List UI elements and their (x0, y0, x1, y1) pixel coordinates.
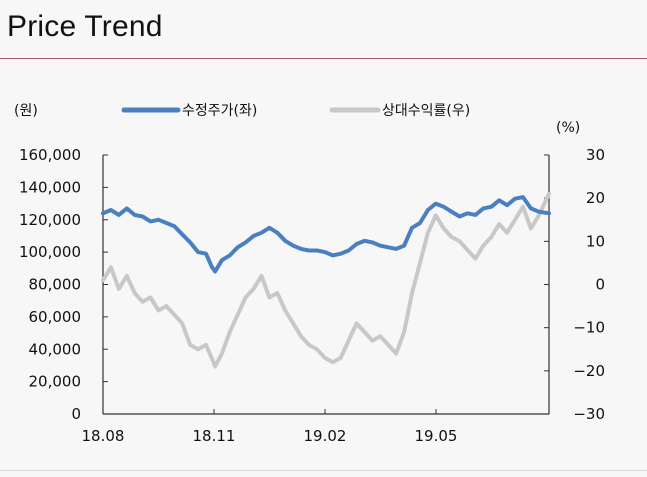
title-divider (0, 58, 647, 59)
left-axis-tick-label: 20,000 (29, 373, 82, 391)
left-axis-tick-label: 60,000 (29, 308, 82, 326)
legend-label-relative: 상대수익률(우) (382, 103, 470, 119)
right-axis-tick-label: 20 (586, 189, 605, 207)
right-axis-tick-label: 0 (595, 276, 605, 294)
right-axis-tick-label: 10 (586, 232, 605, 250)
left-axis-tick-label: 140,000 (19, 178, 81, 196)
legend-label-price: 수정주가(좌) (182, 103, 257, 119)
x-axis-tick-label: 19.02 (304, 427, 347, 445)
x-axis-tick-label: 18.11 (193, 427, 236, 445)
left-axis-unit: (원) (14, 103, 38, 119)
right-axis-unit: (%) (556, 120, 580, 136)
right-axis-tick-label: −30 (573, 405, 605, 423)
right-axis-tick-label: −10 (573, 319, 605, 337)
left-axis-tick-label: 0 (71, 405, 81, 423)
bottom-divider (0, 470, 647, 471)
left-axis-tick-label: 80,000 (29, 276, 82, 294)
series-line-price (101, 195, 551, 274)
page-title: Price Trend (7, 10, 163, 43)
left-axis-tick-label: 120,000 (19, 211, 81, 229)
series-line-relative (101, 191, 551, 369)
left-axis-tick-label: 100,000 (19, 243, 81, 261)
left-axis-tick-label: 40,000 (29, 340, 82, 358)
left-axis-tick-label: 160,000 (19, 146, 81, 164)
right-axis-tick-label: 30 (586, 146, 605, 164)
x-axis-tick-label: 18.08 (82, 427, 125, 445)
right-axis-tick-label: −20 (573, 362, 605, 380)
x-axis-tick-label: 19.05 (415, 427, 458, 445)
